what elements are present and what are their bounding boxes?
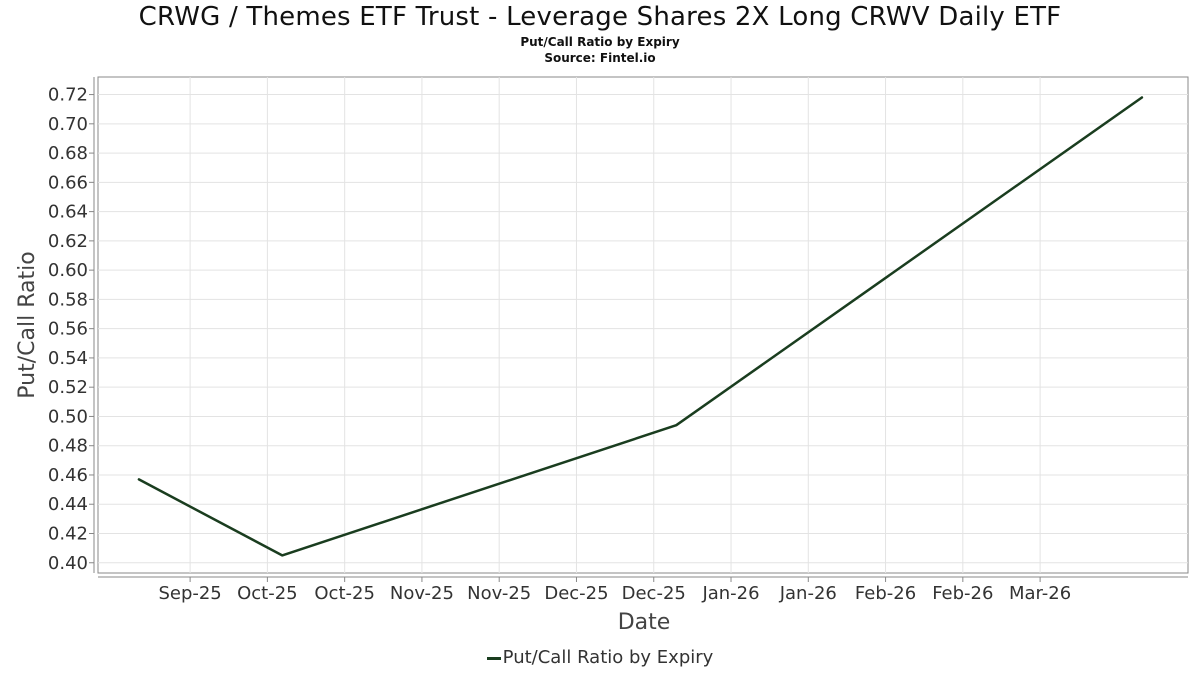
axes — [93, 77, 1188, 578]
y-tick-label: 0.54 — [48, 348, 88, 369]
chart-title: CRWG / Themes ETF Trust - Leverage Share… — [138, 2, 1062, 32]
chart-source: Source: Fintel.io — [544, 51, 656, 65]
y-tick-label: 0.72 — [48, 85, 88, 106]
legend-swatch — [486, 656, 501, 660]
y-tick-label: 0.44 — [48, 494, 88, 515]
y-tick-label: 0.68 — [48, 143, 88, 164]
x-tick-label: Jan-26 — [779, 583, 837, 604]
y-tick-label: 0.40 — [48, 553, 88, 574]
x-ticks: Sep-25 Oct-25 Oct-25 Nov-25 Nov-25 Dec-25 Dec-… — [158, 577, 1071, 604]
legend: Put/Call Ratio by Expiry — [0, 647, 1200, 668]
legend-label: Put/Call Ratio by Expiry — [502, 647, 714, 668]
y-tick-label: 0.52 — [48, 377, 88, 398]
y-tick-label: 0.48 — [48, 436, 88, 457]
grid-lines — [98, 77, 1188, 573]
plot-area — [97, 76, 1189, 574]
x-tick-label: Feb-26 — [932, 583, 993, 604]
y-axis-title: Put/Call Ratio — [15, 251, 40, 398]
y-tick-label: 0.60 — [48, 260, 88, 281]
y-tick-label: 0.70 — [48, 114, 88, 135]
chart-subtitle: Put/Call Ratio by Expiry — [520, 35, 680, 49]
y-tick-label: 0.50 — [48, 406, 88, 427]
y-tick-label: 0.62 — [48, 231, 88, 252]
y-tick-label: 0.58 — [48, 289, 88, 310]
x-tick-label: Dec-25 — [622, 583, 686, 604]
series-line — [137, 96, 1144, 557]
x-tick-label: Nov-25 — [390, 583, 454, 604]
x-tick-label: Oct-25 — [237, 583, 298, 604]
x-tick-label: Nov-25 — [467, 583, 531, 604]
x-tick-label: Mar-26 — [1009, 583, 1071, 604]
x-tick-label: Feb-26 — [855, 583, 916, 604]
y-ticks: 0.40 0.42 0.44 0.46 0.48 0.50 0.52 0.54 0.56 0.58… — [48, 85, 94, 574]
x-tick-label: Jan-26 — [701, 583, 759, 604]
y-tick-label: 0.46 — [48, 465, 88, 486]
x-axis-title: Date — [618, 610, 671, 635]
y-tick-label: 0.66 — [48, 172, 88, 193]
x-tick-label: Dec-25 — [544, 583, 608, 604]
y-tick-label: 0.56 — [48, 319, 88, 340]
x-tick-label: Sep-25 — [158, 583, 221, 604]
y-tick-label: 0.42 — [48, 523, 88, 544]
y-tick-label: 0.64 — [48, 202, 88, 223]
series-layer — [137, 96, 1144, 557]
x-tick-label: Oct-25 — [314, 583, 375, 604]
